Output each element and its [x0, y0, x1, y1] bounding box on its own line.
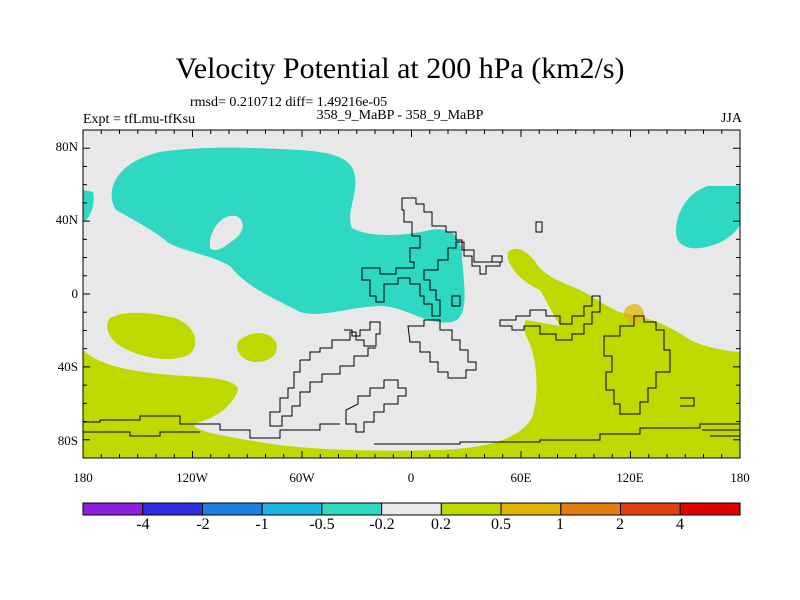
coastline-antarctica: [83, 397, 740, 445]
lat-label-80n: 80N: [55, 139, 78, 154]
colorbar-label: -4: [136, 516, 150, 533]
lon-label-60w: 60W: [289, 470, 315, 485]
experiment-label: Expt = tfLmu-tfKsu: [83, 112, 196, 127]
colorbar-label: -1: [255, 516, 269, 533]
colorbar-label: 0.5: [491, 516, 511, 533]
coastline-south-america: [345, 379, 407, 433]
colorbar-swatch: [82, 502, 144, 516]
lat-label-40n: 40N: [55, 212, 78, 227]
colorbar-swatch: [679, 502, 741, 516]
colorbar-label: -0.2: [369, 516, 395, 533]
lat-label-80s: 80S: [57, 433, 78, 448]
negative-region-north: [111, 147, 465, 323]
colorbar-swatch: [201, 502, 263, 516]
map-panel: [83, 130, 740, 458]
colorbar-swatch: [381, 502, 442, 516]
lon-label-180-east: 180: [730, 470, 750, 485]
orange-spot: [624, 304, 644, 324]
lat-label-40s: 40S: [57, 359, 78, 374]
colorbar-label: -2: [196, 516, 210, 533]
negative-region-west-edge: [83, 190, 94, 222]
season-label: JJA: [720, 111, 742, 126]
colorbar-label: 1: [556, 516, 564, 533]
positive-region-small: [237, 333, 277, 362]
colorbar-swatch: [261, 502, 323, 516]
colorbar-swatch: [440, 502, 502, 516]
lon-label-120w: 120W: [176, 470, 208, 485]
coastline-americas: [269, 321, 381, 427]
lon-label-0: 0: [407, 470, 415, 485]
lon-label-180-west: 180: [73, 470, 93, 485]
coastline-antarctic-pacific: [603, 315, 671, 415]
colorbar-label: 2: [616, 516, 624, 533]
lon-label-60e: 60E: [510, 470, 532, 485]
coastline-africa: [407, 319, 477, 379]
positive-region-south-pacific: [107, 312, 196, 360]
axis-ticks: [82, 129, 741, 459]
colorbar-swatch: [620, 502, 681, 516]
colorbar-label: -0.5: [309, 516, 335, 533]
colorbar-swatch: [500, 502, 562, 516]
colorbar-label: 4: [676, 516, 684, 533]
colorbar: [82, 502, 741, 516]
subtitle: 358_9_MaBP - 358_9_MaBP: [316, 108, 484, 123]
lon-label-120e: 120E: [616, 470, 644, 485]
stats-text: rmsd= 0.210712 diff= 1.49216e-05: [190, 95, 388, 110]
coastlines: [83, 197, 740, 445]
colorbar-label: 0.2: [431, 516, 451, 533]
lat-label-0: 0: [71, 286, 79, 301]
positive-region-south-west: [83, 248, 740, 458]
coastline-eurasia: [361, 197, 501, 317]
page-title: Velocity Potential at 200 hPa (km2/s): [175, 52, 625, 85]
colorbar-swatch: [321, 502, 383, 516]
negative-region-northeast: [676, 186, 740, 249]
colorbar-swatch: [142, 502, 203, 516]
coastline-small-islands: [451, 221, 543, 307]
coastline-australia-asia: [499, 295, 601, 341]
colorbar-swatch: [560, 502, 622, 516]
